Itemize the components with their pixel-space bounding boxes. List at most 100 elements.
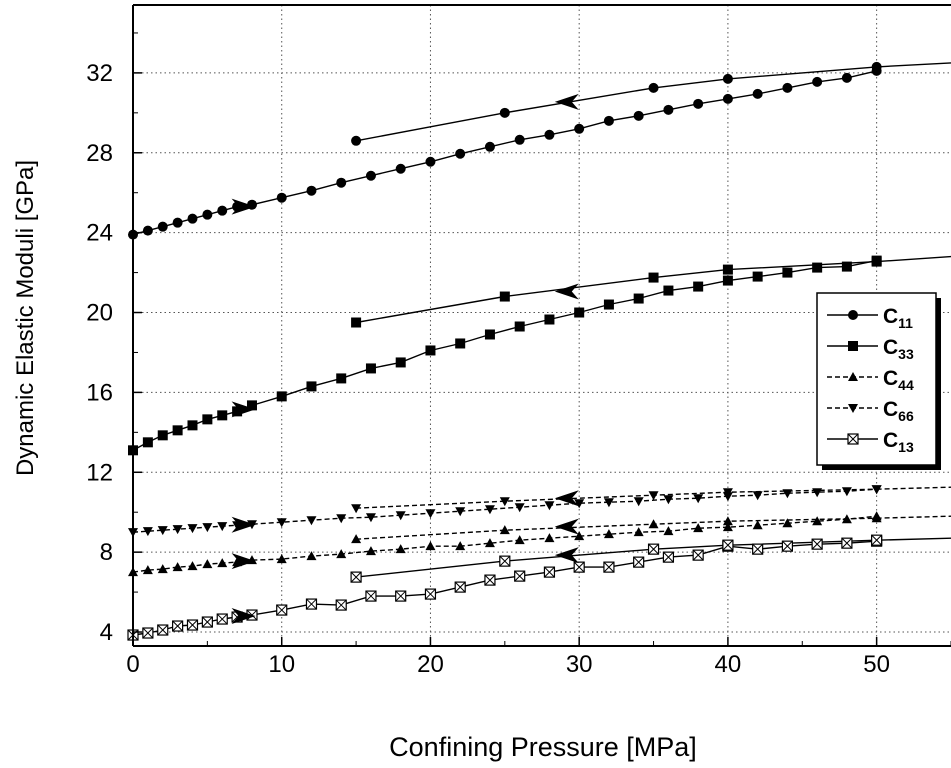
data-point-c11 (514, 134, 525, 145)
data-point-c13 (692, 549, 704, 561)
data-point-c33 (752, 271, 763, 282)
data-point-c33 (142, 437, 153, 448)
data-point-c44 (841, 514, 852, 524)
series-c44-extension-line (876, 515, 951, 519)
data-point-c33 (306, 381, 317, 392)
data-point-c33 (514, 321, 525, 332)
series-c11 (128, 61, 951, 240)
data-point-c13 (172, 620, 184, 632)
data-point-c66-unloading (722, 488, 733, 498)
x-tick-label: 50 (863, 651, 890, 678)
legend-marker-c11 (848, 310, 858, 320)
legend-box (816, 292, 937, 466)
data-point-c33-unloading (648, 272, 659, 283)
direction-arrow-left (554, 518, 579, 535)
data-point-c66 (841, 487, 852, 497)
series-c33-extension-line (876, 255, 951, 263)
data-point-c13 (841, 537, 853, 549)
data-point-c11 (603, 115, 614, 126)
direction-arrow-right (231, 516, 256, 533)
data-point-c66 (514, 503, 525, 513)
data-point-c33-unloading (871, 256, 882, 267)
data-point-c44 (365, 546, 376, 556)
legend-marker-c33 (848, 341, 858, 351)
data-point-c13 (454, 581, 466, 593)
y-tick-label: 8 (100, 539, 113, 566)
data-point-c66 (187, 524, 198, 534)
data-point-c33 (782, 267, 793, 278)
data-point-c33 (812, 262, 823, 273)
marker-cross (425, 588, 436, 600)
x-tick-label: 20 (417, 651, 444, 678)
data-point-c44 (425, 541, 436, 551)
data-point-c66 (782, 489, 793, 499)
data-point-c44 (142, 565, 153, 575)
data-point-c66-unloading (648, 491, 659, 501)
marker-cross (454, 581, 466, 593)
data-point-c44 (722, 522, 733, 532)
data-point-c33 (603, 299, 614, 310)
data-point-c11 (782, 82, 793, 93)
data-point-c66 (544, 501, 555, 511)
data-point-c33 (544, 314, 555, 325)
data-point-c13 (662, 551, 675, 563)
y-tick-label: 28 (86, 140, 113, 167)
data-point-c33 (633, 293, 644, 304)
y-tick-label: 12 (86, 459, 113, 486)
legend-item-c11: C11 (827, 305, 913, 331)
marker-cross (722, 539, 734, 551)
marker-cross (514, 570, 526, 582)
marker-cross (202, 616, 213, 628)
direction-arrow-left (554, 283, 579, 300)
direction-arrow-right (231, 401, 256, 418)
data-point-c44-unloading (499, 525, 510, 535)
marker-cross (847, 433, 859, 445)
data-point-c66 (217, 522, 228, 532)
marker-cross (172, 620, 183, 632)
data-point-c33 (336, 373, 347, 384)
data-point-c33-unloading (722, 264, 733, 275)
data-point-c13 (157, 624, 169, 636)
data-point-c66 (574, 499, 585, 509)
data-point-c44 (663, 526, 674, 536)
data-point-c11 (752, 88, 763, 99)
data-point-c66 (157, 526, 168, 536)
data-point-c11 (812, 76, 823, 87)
data-point-c66 (484, 505, 495, 515)
series-c66-extension-line (876, 486, 951, 490)
y-tick-label: 4 (100, 619, 113, 646)
data-point-c13 (603, 561, 615, 573)
data-point-c33 (484, 329, 495, 340)
legend-item-c33: C33 (827, 336, 914, 362)
data-point-c13 (201, 616, 213, 628)
data-point-c33 (455, 338, 466, 349)
data-point-c13 (633, 556, 645, 568)
marker-cross (663, 551, 674, 563)
x-tick-label: 10 (268, 651, 295, 678)
legend: C11 C33 C44 C66 C13 (816, 292, 941, 470)
data-point-c11 (217, 205, 228, 216)
data-point-c44 (172, 562, 183, 572)
data-point-c33 (157, 430, 168, 441)
data-point-c66 (425, 509, 436, 519)
data-point-c13 (811, 538, 823, 550)
data-point-c13-unloading (499, 555, 511, 567)
data-point-c66-unloading (351, 504, 362, 514)
data-point-c44-unloading (351, 534, 362, 544)
data-point-c44-unloading (648, 519, 659, 529)
data-point-c13 (781, 540, 794, 552)
data-point-c11 (336, 177, 347, 188)
axes-frame (132, 4, 951, 647)
marker-cross (142, 627, 154, 639)
data-point-c44 (812, 516, 823, 526)
data-point-c13 (424, 588, 437, 600)
legend-label-c33: C33 (883, 336, 914, 362)
direction-arrow-right (231, 608, 256, 625)
marker-cross (484, 574, 496, 586)
data-point-c11 (157, 221, 168, 232)
data-point-c13-unloading (350, 571, 362, 583)
data-point-c11 (306, 185, 317, 196)
data-point-c13 (216, 613, 228, 625)
series-c11-extension-line (876, 62, 951, 68)
